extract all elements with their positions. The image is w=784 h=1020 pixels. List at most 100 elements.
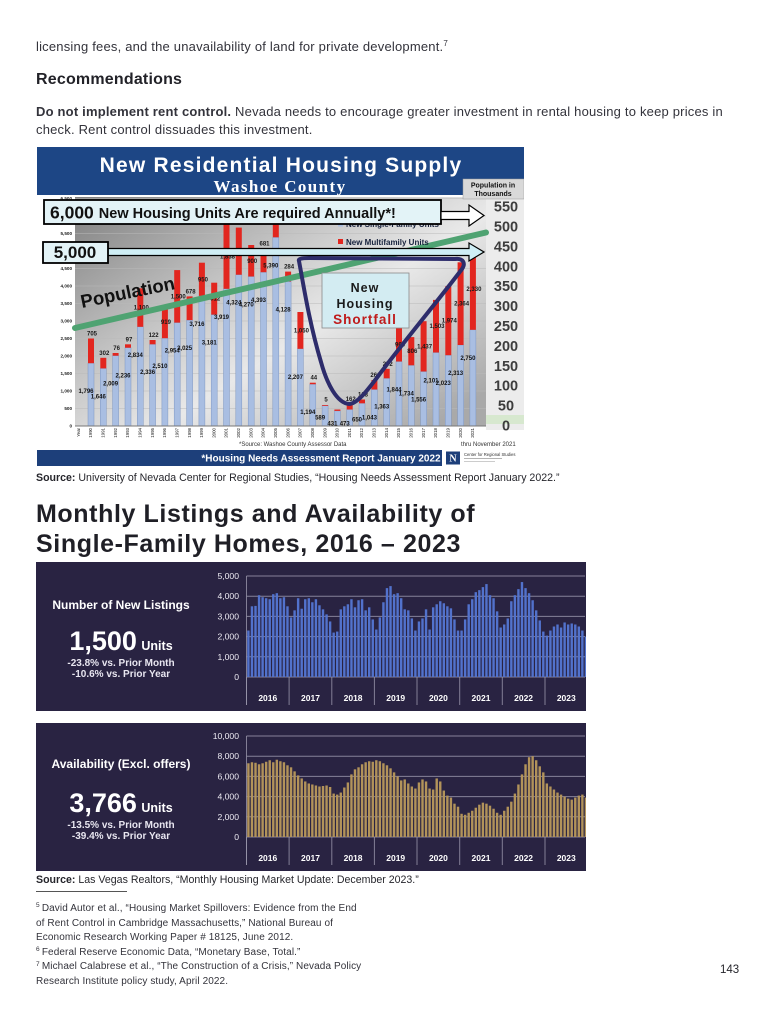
svg-text:1,000: 1,000 <box>61 389 73 394</box>
svg-text:2009: 2009 <box>322 427 327 437</box>
svg-text:2018: 2018 <box>344 693 363 703</box>
svg-text:5,000: 5,000 <box>54 243 97 262</box>
svg-text:3,181: 3,181 <box>202 341 218 347</box>
svg-text:650: 650 <box>352 418 363 424</box>
svg-text:2019: 2019 <box>445 427 450 437</box>
svg-text:8,000: 8,000 <box>217 751 239 761</box>
svg-text:2,000: 2,000 <box>217 812 239 822</box>
svg-text:450: 450 <box>494 239 518 255</box>
svg-text:10,000: 10,000 <box>213 731 240 741</box>
svg-text:Shortfall: Shortfall <box>333 312 397 327</box>
svg-text:150: 150 <box>494 359 518 375</box>
svg-text:1,734: 1,734 <box>399 391 415 397</box>
svg-text:2,510: 2,510 <box>152 364 168 370</box>
svg-text:Thousands: Thousands <box>474 191 511 198</box>
svg-text:thru November 2021: thru November 2021 <box>461 442 516 448</box>
svg-text:1,844: 1,844 <box>386 388 402 394</box>
svg-text:0: 0 <box>234 672 239 682</box>
svg-text:1,100: 1,100 <box>134 306 150 312</box>
svg-text:2,313: 2,313 <box>448 371 464 377</box>
svg-text:4,270: 4,270 <box>239 303 255 309</box>
svg-text:2004: 2004 <box>261 427 266 437</box>
svg-text:100: 100 <box>494 379 518 395</box>
svg-text:473: 473 <box>340 422 351 428</box>
svg-text:400: 400 <box>494 259 518 275</box>
svg-text:2,954: 2,954 <box>165 349 181 355</box>
svg-text:2016: 2016 <box>258 693 277 703</box>
svg-text:550: 550 <box>494 200 518 216</box>
svg-text:122: 122 <box>149 333 160 339</box>
svg-text:3,000: 3,000 <box>217 611 239 621</box>
svg-text:1,503: 1,503 <box>429 324 445 330</box>
svg-text:2002: 2002 <box>236 427 241 437</box>
svg-text:589: 589 <box>315 416 326 422</box>
svg-text:2005: 2005 <box>273 427 278 437</box>
svg-text:1990: 1990 <box>88 427 93 437</box>
svg-text:2,207: 2,207 <box>288 375 304 381</box>
svg-text:1,043: 1,043 <box>362 416 378 422</box>
svg-text:2013: 2013 <box>372 427 377 437</box>
svg-text:1,796: 1,796 <box>78 389 94 395</box>
svg-text:2017: 2017 <box>421 427 426 437</box>
svg-text:2020: 2020 <box>458 427 463 437</box>
svg-text:250: 250 <box>494 319 518 335</box>
svg-text:431: 431 <box>327 422 338 428</box>
svg-text:705: 705 <box>87 332 98 338</box>
svg-text:3,025: 3,025 <box>177 346 193 352</box>
svg-text:3,919: 3,919 <box>214 315 230 321</box>
svg-text:97: 97 <box>126 337 133 343</box>
svg-text:2022: 2022 <box>514 853 533 863</box>
svg-text:2016: 2016 <box>408 427 413 437</box>
svg-text:2,330: 2,330 <box>466 287 482 293</box>
svg-text:1995: 1995 <box>150 427 155 437</box>
svg-text:2017: 2017 <box>301 693 320 703</box>
svg-text:2,834: 2,834 <box>128 353 144 359</box>
svg-text:2016: 2016 <box>258 853 277 863</box>
svg-text:44: 44 <box>310 376 317 382</box>
svg-text:1,500: 1,500 <box>171 294 187 300</box>
svg-text:4,000: 4,000 <box>61 284 73 289</box>
svg-text:5,500: 5,500 <box>61 231 73 236</box>
svg-text:162: 162 <box>346 397 357 403</box>
svg-text:2021: 2021 <box>472 853 491 863</box>
svg-text:1,500: 1,500 <box>61 371 73 376</box>
svg-text:2018: 2018 <box>433 427 438 437</box>
svg-text:0: 0 <box>69 424 72 429</box>
svg-text:1,000: 1,000 <box>217 652 239 662</box>
svg-text:4,000: 4,000 <box>217 591 239 601</box>
svg-text:806: 806 <box>407 349 418 355</box>
svg-text:Housing: Housing <box>337 297 394 311</box>
svg-text:2019: 2019 <box>386 853 405 863</box>
svg-text:6,000: 6,000 <box>217 771 239 781</box>
svg-text:1,363: 1,363 <box>374 404 390 410</box>
svg-text:1,437: 1,437 <box>417 344 433 350</box>
svg-text:681: 681 <box>259 241 270 247</box>
svg-text:3,500: 3,500 <box>61 301 73 306</box>
svg-text:1,974: 1,974 <box>442 319 458 325</box>
svg-text:2011: 2011 <box>347 427 352 437</box>
svg-text:2,000: 2,000 <box>217 632 239 642</box>
svg-text:1997: 1997 <box>174 427 179 437</box>
svg-text:2021: 2021 <box>472 693 491 703</box>
svg-text:0: 0 <box>502 419 510 435</box>
svg-text:950: 950 <box>198 277 209 283</box>
svg-text:2019: 2019 <box>386 693 405 703</box>
svg-text:2,236: 2,236 <box>115 374 131 380</box>
svg-text:1993: 1993 <box>125 427 130 437</box>
svg-text:Year: Year <box>76 427 81 436</box>
svg-text:Population in: Population in <box>471 183 515 190</box>
svg-text:2010: 2010 <box>335 427 340 437</box>
svg-text:2001: 2001 <box>224 427 229 437</box>
svg-text:284: 284 <box>284 265 295 271</box>
svg-text:900: 900 <box>247 259 258 265</box>
svg-text:2015: 2015 <box>396 427 401 437</box>
svg-text:302: 302 <box>99 351 110 357</box>
svg-text:2,101: 2,101 <box>423 379 439 385</box>
svg-text:1,194: 1,194 <box>300 410 316 416</box>
svg-text:4,128: 4,128 <box>276 308 292 314</box>
svg-text:2020: 2020 <box>429 693 448 703</box>
svg-text:2003: 2003 <box>248 427 253 437</box>
svg-text:2018: 2018 <box>344 853 363 863</box>
svg-text:4,500: 4,500 <box>61 266 73 271</box>
